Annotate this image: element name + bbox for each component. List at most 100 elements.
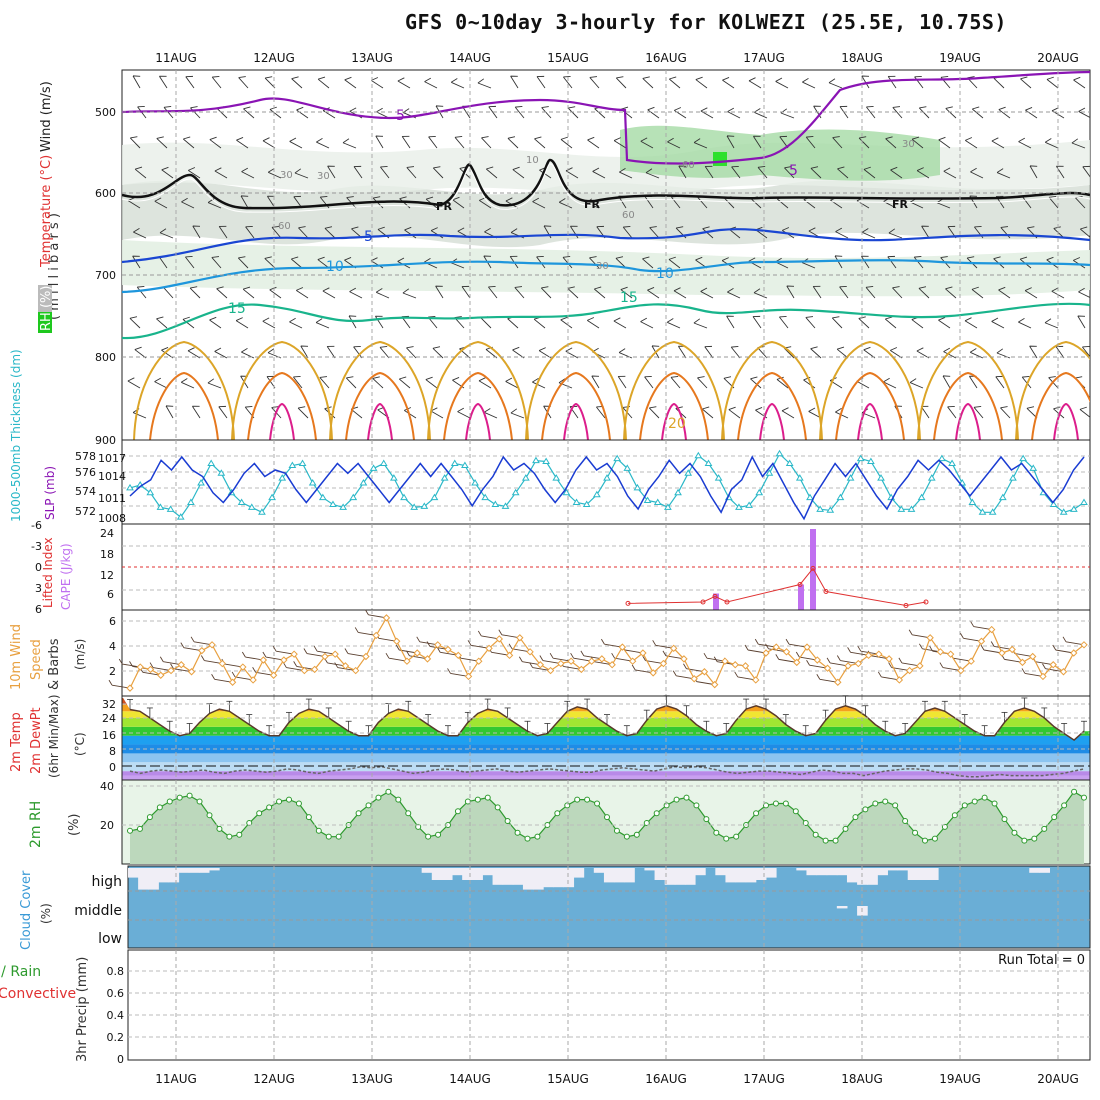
wind-marker <box>598 655 606 663</box>
rh-marker <box>981 794 988 801</box>
upper-barb <box>704 345 714 359</box>
thickness-marker <box>491 500 500 507</box>
upper-barb <box>129 316 141 329</box>
thickness-marker <box>410 503 419 510</box>
wind-marker <box>495 635 503 643</box>
upper-barb <box>697 376 708 389</box>
upper-barb <box>647 287 660 299</box>
rh-marker <box>991 800 998 807</box>
upper-barb <box>452 196 465 209</box>
upper-barb <box>750 376 762 389</box>
temp2m-grid <box>122 696 1090 780</box>
upper-barb <box>964 317 978 329</box>
cloud-gap-high <box>452 868 463 876</box>
upper-barb <box>913 256 924 269</box>
upper-barb <box>704 165 714 179</box>
cloud-gap-high <box>492 868 504 885</box>
cape-ylabel-li: Lifted Index <box>41 537 55 608</box>
temp-tick-0: 0 <box>109 761 116 774</box>
wind-marker <box>772 643 780 651</box>
thickness-marker <box>359 479 368 486</box>
rh-marker <box>812 831 819 838</box>
cape-grid <box>122 524 1090 610</box>
upper-barb <box>158 75 168 89</box>
rh-marker <box>564 802 571 809</box>
rh-marker <box>146 814 153 821</box>
day-label-bottom-16AUG: 16AUG <box>645 1072 687 1086</box>
contour-label-15-2: 15 <box>620 290 638 306</box>
wind-marker <box>239 663 247 671</box>
rh-marker <box>1081 794 1087 801</box>
temp-contour-purple-5 <box>122 70 1090 165</box>
upper-barb <box>642 256 654 269</box>
upper-barb <box>558 198 573 209</box>
precip-tick-0.4: 0.4 <box>107 1009 125 1022</box>
thickness-marker <box>481 493 490 501</box>
contour-label-10: 10 <box>326 259 344 275</box>
thickness-marker <box>349 493 358 501</box>
upper-barb <box>1046 76 1059 89</box>
rh-marker <box>643 820 650 826</box>
slp-ylabel-slp: SLP (mb) <box>43 466 57 520</box>
wind-marker <box>331 650 339 658</box>
wind-marker <box>1059 668 1068 676</box>
precip-ylabel-mm: 3hr Precip (mm) <box>75 957 90 1062</box>
upper-barb <box>885 136 897 149</box>
upper-barb <box>805 136 816 149</box>
upper-barb <box>264 76 276 89</box>
precip-tick-0.2: 0.2 <box>107 1031 125 1044</box>
upper-barb <box>344 76 357 89</box>
upper-barb <box>591 375 600 389</box>
rh-marker <box>902 818 909 825</box>
upper-barb <box>425 376 438 389</box>
slp-tick-1011: 1011 <box>98 492 126 505</box>
wind-marker <box>813 656 821 664</box>
thickness-marker <box>694 451 703 459</box>
rh-bright-patch <box>713 152 727 166</box>
gold-bump-4 <box>525 340 627 440</box>
wind-marker <box>926 634 934 642</box>
upper-barb <box>965 137 978 149</box>
upper-barb <box>884 316 897 329</box>
upper-barb <box>678 165 687 179</box>
wind-marker <box>628 657 637 665</box>
upper-barb <box>214 347 228 359</box>
upper-barb <box>700 287 714 299</box>
rh-marker <box>1001 816 1008 823</box>
wind-marker <box>700 668 709 676</box>
magenta-bump-1 <box>269 402 295 440</box>
rh2m-area <box>130 791 1084 864</box>
wind-marker <box>290 650 298 658</box>
upper-barb <box>722 77 735 89</box>
upper-barb <box>322 287 336 299</box>
cloud-gap-high <box>533 868 544 890</box>
cloud-gap-high <box>573 868 585 878</box>
upper-barb <box>947 405 957 419</box>
cloud-gap-high <box>553 868 564 888</box>
upper-barb <box>752 135 762 149</box>
thickness-marker <box>704 459 713 466</box>
thickness-marker <box>501 502 510 509</box>
rh-marker <box>832 837 839 844</box>
mb-tick-900: 900 <box>95 434 116 447</box>
contour-label-fr-2: FR <box>584 198 601 211</box>
upper-barb <box>1078 107 1090 119</box>
rh-marker <box>892 802 899 809</box>
rh-shade-band-green <box>620 125 940 181</box>
cloud-gap-high <box>148 868 159 890</box>
wind-marker <box>608 661 616 669</box>
wind-marker <box>803 643 811 651</box>
wind-marker <box>444 645 452 654</box>
upper-barb <box>218 225 228 239</box>
upper-barb <box>810 166 822 179</box>
rh-marker <box>355 810 362 817</box>
wind-grid <box>122 610 1090 696</box>
upper-barb <box>863 166 876 179</box>
upper-barb <box>326 345 336 359</box>
thickness-tick-572: 572 <box>75 505 96 518</box>
thickness-marker <box>329 500 337 507</box>
wind-ylabel-3: & Barbs <box>47 638 62 690</box>
gold-bump-0 <box>133 340 235 440</box>
wind-marker <box>669 644 678 653</box>
thickness-marker <box>146 488 155 496</box>
